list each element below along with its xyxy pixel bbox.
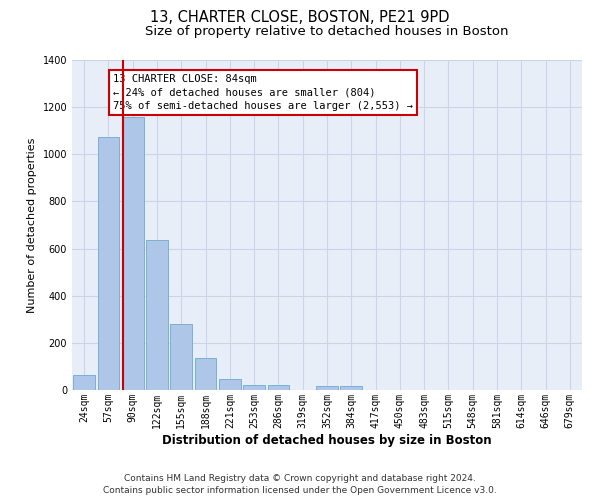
Bar: [194, 358, 217, 390]
Bar: [97, 136, 119, 390]
Text: 13, CHARTER CLOSE, BOSTON, PE21 9PD: 13, CHARTER CLOSE, BOSTON, PE21 9PD: [150, 10, 450, 25]
Bar: [219, 380, 241, 390]
Text: 13 CHARTER CLOSE: 84sqm
← 24% of detached houses are smaller (804)
75% of semi-d: 13 CHARTER CLOSE: 84sqm ← 24% of detache…: [113, 74, 413, 110]
Bar: [73, 376, 95, 390]
Title: Size of property relative to detached houses in Boston: Size of property relative to detached ho…: [145, 25, 509, 38]
Bar: [146, 240, 168, 390]
Bar: [122, 116, 143, 390]
X-axis label: Distribution of detached houses by size in Boston: Distribution of detached houses by size …: [162, 434, 492, 446]
Bar: [243, 386, 265, 390]
Bar: [316, 386, 338, 390]
Bar: [170, 324, 192, 390]
Y-axis label: Number of detached properties: Number of detached properties: [27, 138, 37, 312]
Bar: [268, 386, 289, 390]
Bar: [340, 386, 362, 390]
Text: Contains HM Land Registry data © Crown copyright and database right 2024.
Contai: Contains HM Land Registry data © Crown c…: [103, 474, 497, 495]
